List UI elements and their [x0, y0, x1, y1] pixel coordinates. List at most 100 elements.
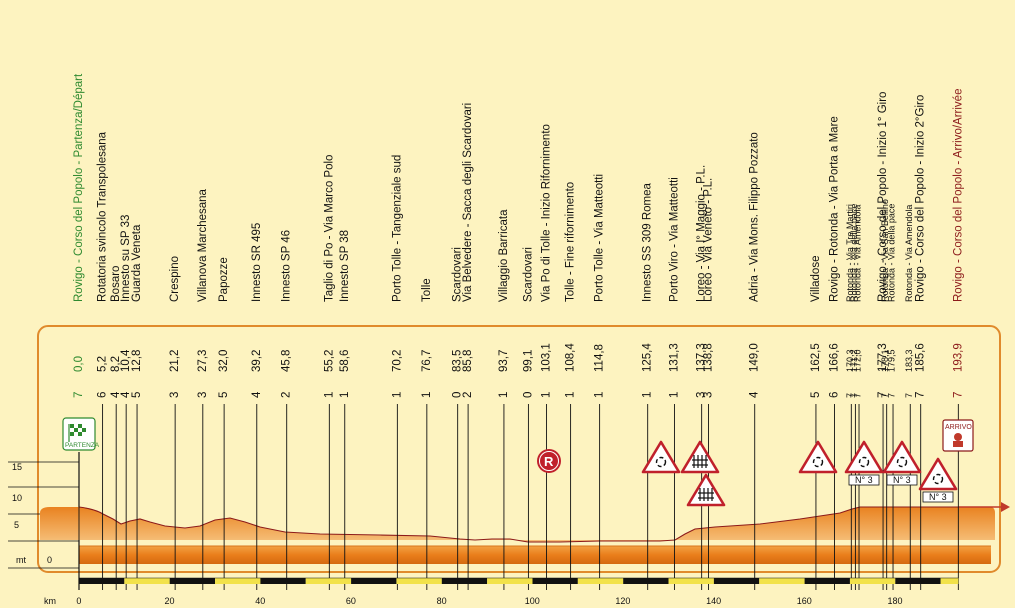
- waypoint-name: Innesto SR 495: [251, 223, 263, 302]
- fence-icon: [692, 455, 708, 468]
- waypoint-code: 7: [887, 393, 897, 398]
- waypoint-code: 1: [391, 392, 403, 398]
- waypoint-code: 7: [853, 393, 863, 398]
- km-bar-segment: [759, 578, 805, 584]
- km-bar-segment: [396, 578, 442, 584]
- waypoint-km: 83,5: [452, 350, 464, 372]
- refuel-label: R: [544, 454, 554, 469]
- roundabout-sign: [798, 440, 838, 474]
- waypoint-name: Rotonda - Via della pace: [849, 204, 859, 302]
- waypoint-km: 32,0: [218, 350, 230, 372]
- lap-label: N° 3: [929, 492, 947, 502]
- waypoint-name: Villadose: [810, 256, 822, 302]
- waypoint-code: 3: [696, 392, 708, 398]
- waypoint-km: 170,3: [845, 349, 855, 372]
- waypoint-km: 55,2: [323, 350, 335, 372]
- refuel-marker: R: [537, 449, 561, 473]
- waypoint-code: 3: [169, 392, 181, 398]
- waypoint-name: Porto Tolle - Tangenziale sud: [391, 155, 403, 302]
- km-bar-segment: [623, 578, 669, 584]
- roundabout-sign: N° 3: [918, 457, 958, 503]
- waypoint-name: Rotonda - Via Amendola: [853, 205, 863, 302]
- roundabout-icon: [896, 456, 908, 468]
- warning-signs: N° 3 N° 3 N° 3: [641, 440, 958, 507]
- waypoint-km: 162,5: [810, 343, 822, 372]
- waypoint-name: Rotonda - Via San Bellino: [880, 199, 890, 302]
- level-crossing-sign: [686, 473, 726, 507]
- mt-tick-15: 15: [12, 462, 22, 472]
- waypoint-name: Rovigo - Corso del Popolo - Inizio 2°Gir…: [915, 95, 927, 302]
- waypoint-km: 27,3: [197, 350, 209, 372]
- km-bar-segment: [351, 578, 397, 584]
- waypoint-name: Loreo - Via Veneto - P.L.: [702, 178, 714, 302]
- km-tick: 20: [165, 596, 175, 606]
- waypoint-name: Rovigo - Corso del Popolo - Arrivo/Arriv…: [952, 89, 964, 302]
- mt-tick-0: 0: [47, 555, 52, 565]
- km-bar-segment: [215, 578, 261, 584]
- waypoint-code: 2: [462, 392, 474, 398]
- km-bar-segment: [169, 578, 216, 584]
- waypoint-name: Scardovari: [452, 247, 464, 302]
- lap-label: N° 3: [855, 475, 873, 485]
- km-tick: 140: [706, 596, 721, 606]
- waypoint-km: 99,1: [522, 350, 534, 372]
- km-bar-segment: [668, 578, 714, 584]
- waypoint-code: 4: [251, 391, 263, 398]
- waypoint-km: 171,2: [849, 349, 859, 372]
- waypoint-code: 5: [810, 392, 822, 398]
- waypoint-name: Rotonda - Via Amendola: [904, 205, 914, 302]
- km-bar-segment: [577, 578, 624, 584]
- waypoint-name: Villaggio Barricata: [498, 209, 510, 302]
- km-bar-segment: [124, 578, 170, 584]
- km-bar-segment: [895, 578, 941, 584]
- waypoint-lines: [78, 404, 959, 590]
- waypoint-name: Guarda Veneta: [131, 224, 143, 302]
- waypoint-km: 12,8: [131, 350, 143, 372]
- waypoint-name: Porto Tolle - Via Matteotti: [594, 174, 606, 302]
- finish-flag-icon: [953, 433, 963, 447]
- waypoint-code: 1: [541, 392, 553, 398]
- waypoint-code: 1: [668, 392, 680, 398]
- waypoint-km: 39,2: [251, 350, 263, 372]
- waypoint-km: 58,6: [339, 350, 351, 372]
- roundabout-icon: [932, 473, 944, 485]
- waypoint-km: 70,2: [391, 350, 403, 372]
- waypoint-name: Rotonda - Via Tre Martiri: [845, 204, 855, 302]
- fence-icon: [698, 488, 714, 501]
- waypoint-code: 7: [849, 393, 859, 398]
- waypoint-km: 125,4: [642, 343, 654, 372]
- km-tick-labels: km 0 20 40 60 80 100 120 140 160 180: [44, 596, 903, 606]
- elevation-line: [78, 506, 958, 543]
- km-tick: 100: [525, 596, 540, 606]
- waypoint-km: 108,4: [565, 343, 577, 372]
- waypoint-km: 138,8: [702, 343, 714, 372]
- km-bar-segment: [804, 578, 850, 584]
- waypoint-name: Taglio di Po - Via Marco Polo: [323, 155, 335, 302]
- km-tick: 40: [255, 596, 265, 606]
- waypoint-code: 7: [952, 392, 964, 398]
- level-crossing-sign: [680, 440, 720, 474]
- km-bar-segment: [532, 578, 578, 584]
- waypoint-km: 178,1: [880, 349, 890, 372]
- waypoint-code: 4: [120, 391, 132, 398]
- waypoint-code: 4: [110, 391, 122, 398]
- waypoint-name: Innesto SP 38: [339, 230, 351, 302]
- waypoint-name: Rotonda - Via della pace: [887, 204, 897, 302]
- waypoint-name: Tolle: [421, 278, 433, 302]
- waypoint-code: 3: [702, 392, 714, 398]
- waypoint-name: Papozze: [218, 257, 230, 302]
- waypoint-name: Scardovari: [522, 247, 534, 302]
- waypoint-code: 1: [594, 392, 606, 398]
- waypoint-km: 5,2: [97, 356, 109, 372]
- waypoint-name: Porto Viro - Via Matteotti: [668, 177, 680, 302]
- route-arrow: [958, 502, 1010, 512]
- waypoint-name: Innesto SS 309 Romea: [642, 182, 654, 302]
- ground-band: [79, 546, 991, 564]
- waypoint-code: 5: [218, 392, 230, 398]
- waypoint-code: 1: [421, 392, 433, 398]
- waypoint-name: Via Po di Tolle - Inizio Rifornimento: [541, 124, 553, 302]
- waypoint-codes: 7 6 445 3 3 5 4 2 1 1 1 1 02 1 0 1 1 1 1 1 33 4 5 6 777 777 7 7 7: [73, 391, 964, 398]
- waypoint-code: 4: [749, 391, 761, 398]
- km-bar-segment: [940, 578, 959, 584]
- waypoint-km: 8,2: [110, 356, 122, 372]
